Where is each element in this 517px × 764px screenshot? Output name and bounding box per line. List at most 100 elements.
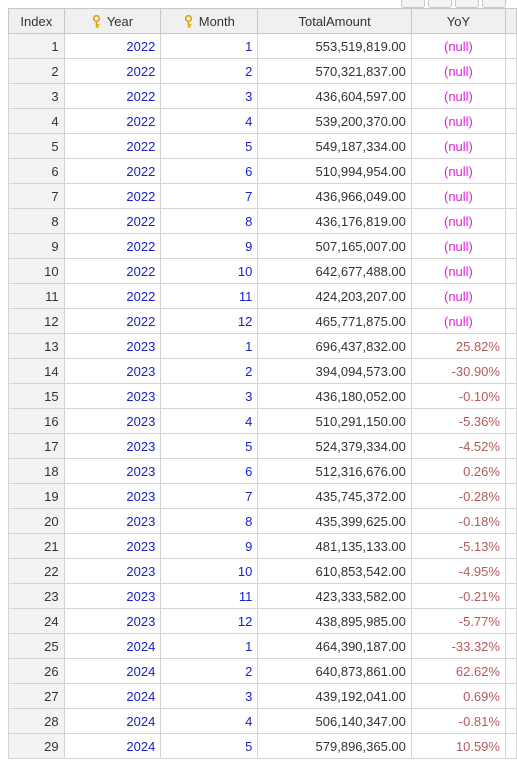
cell-year[interactable]: 2022 (63, 283, 162, 309)
cell-index[interactable]: 17 (8, 433, 65, 459)
cell-index[interactable]: 16 (8, 408, 65, 434)
table-row[interactable]: 19 2023 7 435,745,372.00 -0.28% (8, 483, 517, 509)
cell-month[interactable]: 10 (160, 558, 259, 584)
cell-total-amount[interactable]: 423,333,582.00 (257, 583, 412, 609)
cell-index[interactable]: 20 (8, 508, 65, 534)
cell-month[interactable]: 1 (160, 333, 259, 359)
cell-index[interactable]: 11 (8, 283, 65, 309)
cell-total-amount[interactable]: 696,437,832.00 (257, 333, 412, 359)
cell-index[interactable]: 23 (8, 583, 65, 609)
cell-index[interactable]: 8 (8, 208, 65, 234)
cell-index[interactable]: 5 (8, 133, 65, 159)
cell-total-amount[interactable]: 436,176,819.00 (257, 208, 412, 234)
table-row[interactable]: 9 2022 9 507,165,007.00 (null) (8, 233, 517, 259)
column-header-year[interactable]: Year (63, 8, 162, 34)
cell-index[interactable]: 3 (8, 83, 65, 109)
cell-total-amount[interactable]: 464,390,187.00 (257, 633, 412, 659)
cell-index[interactable]: 10 (8, 258, 65, 284)
cell-yoy[interactable]: 0.69% (410, 683, 506, 709)
table-row[interactable]: 18 2023 6 512,316,676.00 0.26% (8, 458, 517, 484)
cell-index[interactable]: 13 (8, 333, 65, 359)
cell-month[interactable]: 6 (160, 458, 259, 484)
cell-total-amount[interactable]: 510,291,150.00 (257, 408, 412, 434)
cell-year[interactable]: 2024 (63, 683, 162, 709)
table-row[interactable]: 16 2023 4 510,291,150.00 -5.36% (8, 408, 517, 434)
table-row[interactable]: 27 2024 3 439,192,041.00 0.69% (8, 683, 517, 709)
cell-year[interactable]: 2023 (63, 383, 162, 409)
cell-yoy[interactable]: -5.13% (410, 533, 506, 559)
cell-total-amount[interactable]: 435,399,625.00 (257, 508, 412, 534)
cell-index[interactable]: 25 (8, 633, 65, 659)
column-header-yoy[interactable]: YoY (410, 8, 506, 34)
cell-month[interactable]: 3 (160, 683, 259, 709)
cell-year[interactable]: 2023 (63, 608, 162, 634)
cell-year[interactable]: 2022 (63, 258, 162, 284)
cell-yoy[interactable]: -5.77% (410, 608, 506, 634)
cell-total-amount[interactable]: 465,771,875.00 (257, 308, 412, 334)
cell-total-amount[interactable]: 549,187,334.00 (257, 133, 412, 159)
cell-year[interactable]: 2024 (63, 708, 162, 734)
cell-yoy[interactable]: (null) (410, 233, 506, 259)
cell-yoy[interactable]: (null) (410, 58, 506, 84)
cell-month[interactable]: 4 (160, 708, 259, 734)
cell-total-amount[interactable]: 506,140,347.00 (257, 708, 412, 734)
cell-month[interactable]: 3 (160, 83, 259, 109)
table-row[interactable]: 20 2023 8 435,399,625.00 -0.18% (8, 508, 517, 534)
table-row[interactable]: 8 2022 8 436,176,819.00 (null) (8, 208, 517, 234)
cell-year[interactable]: 2022 (63, 33, 162, 59)
table-row[interactable]: 15 2023 3 436,180,052.00 -0.10% (8, 383, 517, 409)
cell-yoy[interactable]: (null) (410, 208, 506, 234)
cell-yoy[interactable]: -4.52% (410, 433, 506, 459)
cell-index[interactable]: 15 (8, 383, 65, 409)
cell-month[interactable]: 5 (160, 733, 259, 759)
cell-yoy[interactable]: -0.21% (410, 583, 506, 609)
cell-month[interactable]: 11 (160, 583, 259, 609)
cell-year[interactable]: 2023 (63, 508, 162, 534)
cell-index[interactable]: 29 (8, 733, 65, 759)
cell-year[interactable]: 2023 (63, 583, 162, 609)
cell-index[interactable]: 6 (8, 158, 65, 184)
table-row[interactable]: 23 2023 11 423,333,582.00 -0.21% (8, 583, 517, 609)
cell-index[interactable]: 27 (8, 683, 65, 709)
cell-index[interactable]: 21 (8, 533, 65, 559)
cell-month[interactable]: 3 (160, 383, 259, 409)
table-row[interactable]: 17 2023 5 524,379,334.00 -4.52% (8, 433, 517, 459)
cell-year[interactable]: 2023 (63, 408, 162, 434)
cell-yoy[interactable]: 0.26% (410, 458, 506, 484)
cell-index[interactable]: 18 (8, 458, 65, 484)
cell-year[interactable]: 2023 (63, 558, 162, 584)
cell-total-amount[interactable]: 553,519,819.00 (257, 33, 412, 59)
table-row[interactable]: 28 2024 4 506,140,347.00 -0.81% (8, 708, 517, 734)
cell-index[interactable]: 19 (8, 483, 65, 509)
cell-yoy[interactable]: 62.62% (410, 658, 506, 684)
table-row[interactable]: 26 2024 2 640,873,861.00 62.62% (8, 658, 517, 684)
table-row[interactable]: 12 2022 12 465,771,875.00 (null) (8, 308, 517, 334)
cell-yoy[interactable]: (null) (410, 108, 506, 134)
table-row[interactable]: 1 2022 1 553,519,819.00 (null) (8, 33, 517, 59)
toolbar-button[interactable] (455, 0, 479, 8)
cell-index[interactable]: 7 (8, 183, 65, 209)
cell-year[interactable]: 2022 (63, 158, 162, 184)
cell-total-amount[interactable]: 481,135,133.00 (257, 533, 412, 559)
table-row[interactable]: 7 2022 7 436,966,049.00 (null) (8, 183, 517, 209)
cell-month[interactable]: 4 (160, 108, 259, 134)
cell-yoy[interactable]: (null) (410, 133, 506, 159)
cell-month[interactable]: 8 (160, 508, 259, 534)
cell-index[interactable]: 12 (8, 308, 65, 334)
cell-total-amount[interactable]: 642,677,488.00 (257, 258, 412, 284)
cell-year[interactable]: 2022 (63, 308, 162, 334)
cell-month[interactable]: 1 (160, 633, 259, 659)
table-row[interactable]: 24 2023 12 438,895,985.00 -5.77% (8, 608, 517, 634)
cell-total-amount[interactable]: 610,853,542.00 (257, 558, 412, 584)
cell-year[interactable]: 2023 (63, 533, 162, 559)
cell-yoy[interactable]: (null) (410, 308, 506, 334)
table-row[interactable]: 11 2022 11 424,203,207.00 (null) (8, 283, 517, 309)
cell-total-amount[interactable]: 438,895,985.00 (257, 608, 412, 634)
cell-year[interactable]: 2024 (63, 658, 162, 684)
table-row[interactable]: 6 2022 6 510,994,954.00 (null) (8, 158, 517, 184)
table-row[interactable]: 2 2022 2 570,321,837.00 (null) (8, 58, 517, 84)
cell-year[interactable]: 2023 (63, 433, 162, 459)
column-header-month[interactable]: Month (160, 8, 259, 34)
cell-year[interactable]: 2024 (63, 733, 162, 759)
toolbar-button[interactable] (482, 0, 506, 8)
